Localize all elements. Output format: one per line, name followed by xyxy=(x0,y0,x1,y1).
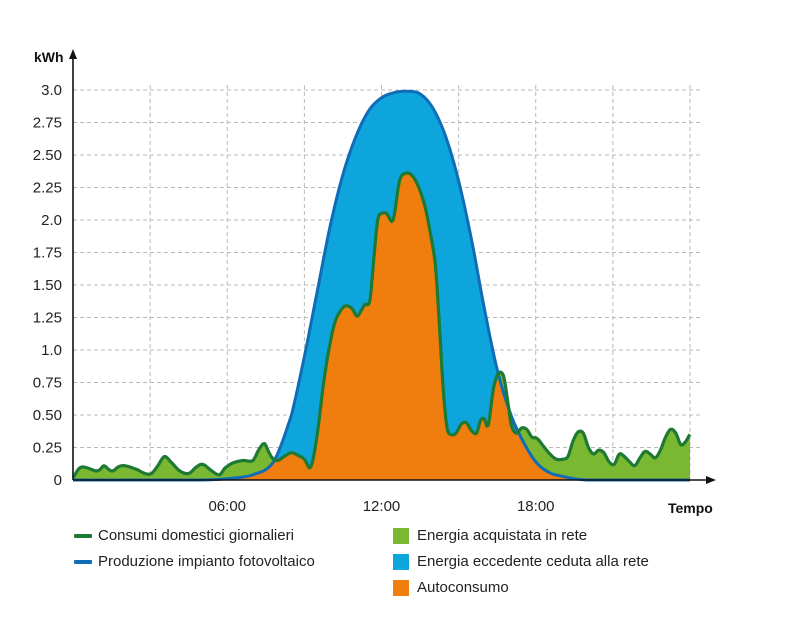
y-tick-label: 0.25 xyxy=(33,440,62,457)
y-tick-label: 1.75 xyxy=(33,245,62,262)
legend-item-eccedente: Energia eccedente ceduta alla rete xyxy=(393,553,649,570)
y-tick-label: 1.0 xyxy=(41,342,62,359)
legend-item-consumi: Consumi domestici giornalieri xyxy=(74,527,294,544)
tick-labels: 0 0.25 0.50 0.75 1.0 1.25 1.50 1.75 2.0 2.25 2.50 2… xyxy=(33,82,555,515)
legend-label: Produzione impianto fotovoltaico xyxy=(98,553,315,570)
legend-label: Energia acquistata in rete xyxy=(417,527,588,544)
line-consumi-domestici xyxy=(71,171,692,479)
area-energia-eccedente xyxy=(73,91,690,480)
x-tick-label: 06:00 xyxy=(208,498,246,515)
y-tick-label: 0.50 xyxy=(33,407,62,424)
autoconsumo-swatch xyxy=(393,579,409,596)
eccedente-swatch xyxy=(393,553,409,570)
x-axis-title: Tempo xyxy=(668,500,713,516)
axes xyxy=(69,49,716,484)
x-axis-arrow xyxy=(706,476,716,484)
legend-item-acquistata: Energia acquistata in rete xyxy=(393,527,587,544)
y-tick-label: 2.25 xyxy=(33,180,62,197)
legend-label: Autoconsumo xyxy=(417,579,509,596)
y-axis-arrow xyxy=(69,49,77,59)
x-tick-label: 12:00 xyxy=(363,498,401,515)
legend-item-produzione: Produzione impianto fotovoltaico xyxy=(74,553,315,570)
y-tick-label: 1.25 xyxy=(33,310,62,327)
y-tick-label: 1.50 xyxy=(33,277,62,294)
y-tick-label: 0.75 xyxy=(33,375,62,392)
y-tick-label: 2.50 xyxy=(33,147,62,164)
y-tick-label: 2.0 xyxy=(41,212,62,229)
y-tick-label: 3.0 xyxy=(41,82,62,99)
x-tick-label: 18:00 xyxy=(517,498,555,515)
y-axis-title: kWh xyxy=(34,49,64,65)
area-autoconsumo xyxy=(73,172,690,480)
consumi-line-swatch xyxy=(74,533,92,538)
chart-areas xyxy=(73,91,690,480)
produzione-line-swatch xyxy=(74,559,92,564)
legend-label: Energia eccedente ceduta alla rete xyxy=(417,553,649,570)
acquistata-swatch xyxy=(393,527,409,544)
y-tick-label: 0 xyxy=(54,472,62,489)
y-tick-label: 2.75 xyxy=(33,115,62,132)
legend-item-autoconsumo: Autoconsumo xyxy=(393,579,509,596)
legend-label: Consumi domestici giornalieri xyxy=(98,527,294,544)
